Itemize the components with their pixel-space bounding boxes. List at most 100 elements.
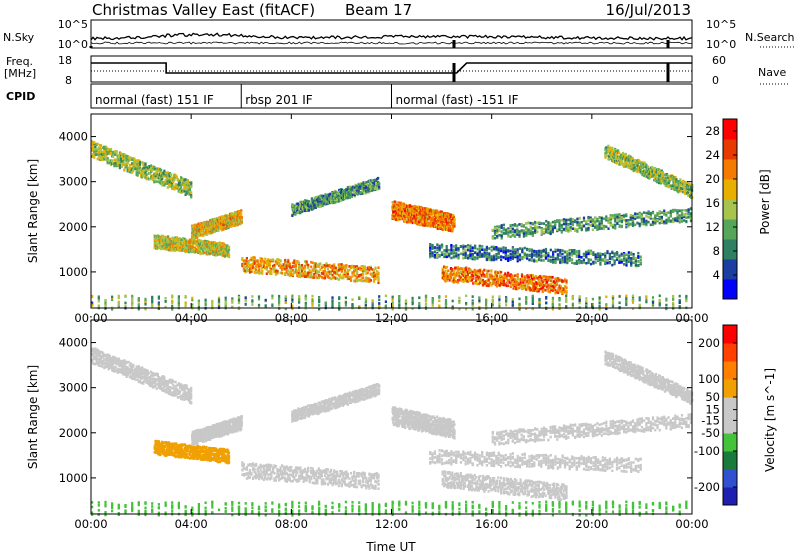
echo-cell — [448, 248, 451, 252]
echo-cell — [128, 156, 131, 159]
echo-cell — [177, 183, 180, 187]
echo-cell — [351, 272, 354, 275]
echo-cell — [516, 250, 519, 254]
echo-cell — [447, 269, 450, 272]
echo-cell — [256, 265, 259, 269]
echo-cell — [362, 269, 365, 273]
echo-cell — [168, 185, 172, 188]
echo-cell — [127, 166, 130, 169]
echo-cell — [209, 240, 212, 244]
echo-cell — [268, 272, 271, 275]
echo-cell — [359, 278, 362, 282]
echo-cell — [219, 244, 222, 247]
echo-cell — [163, 174, 166, 178]
echo-cell — [481, 254, 484, 257]
echo-cell — [276, 269, 279, 273]
echo-cell — [449, 276, 453, 280]
echo-cell — [178, 179, 182, 183]
echo-cell — [457, 247, 460, 250]
nave-label: Nave — [758, 66, 786, 79]
echo-cell — [578, 260, 581, 263]
echo-cell — [450, 256, 453, 260]
echo-cell — [561, 252, 564, 256]
echo-cell — [554, 248, 557, 252]
echo-cell — [476, 247, 479, 251]
echo-cell — [291, 265, 294, 268]
echo-cell — [330, 266, 333, 269]
echo-cell — [219, 251, 222, 254]
echo-cell — [117, 158, 120, 161]
echo-cell — [571, 261, 574, 264]
echo-cell — [478, 253, 481, 256]
echo-cell — [511, 247, 514, 250]
echo-cell — [119, 152, 123, 155]
echo-cell — [478, 247, 481, 251]
echo-cell — [171, 184, 174, 187]
echo-cell — [281, 272, 284, 275]
echo-cell — [356, 265, 359, 268]
echo-cell — [310, 274, 313, 278]
echo-cell — [259, 261, 262, 265]
echo-cell — [608, 261, 611, 265]
echo-cell — [281, 265, 284, 268]
echo-cell — [483, 253, 486, 256]
echo-cell — [488, 252, 491, 256]
echo-cell — [523, 253, 526, 256]
echo-cell — [248, 271, 252, 274]
echo-cell — [215, 253, 218, 257]
echo-cell — [637, 251, 640, 255]
echo-cell — [162, 183, 165, 187]
echo-cell — [365, 276, 368, 279]
echo-cell — [256, 263, 259, 267]
echo-cell — [317, 265, 320, 268]
echo-cell — [464, 253, 467, 256]
echo-cell — [112, 155, 115, 158]
echo-cell — [322, 272, 325, 275]
echo-cell — [264, 266, 267, 270]
echo-cell — [208, 226, 211, 229]
date-label: 16/Jul/2013 — [606, 1, 691, 19]
echo-cell — [325, 271, 328, 274]
echo-cell — [613, 260, 616, 263]
echo-cell — [507, 254, 510, 258]
echo-cell — [105, 153, 108, 157]
echo-cell — [145, 173, 148, 176]
echo-cell — [176, 177, 179, 181]
echo-cell — [627, 254, 630, 257]
echo-cell — [537, 258, 541, 262]
echo-cell — [594, 253, 597, 256]
echo-cell — [613, 254, 616, 258]
echo-cell — [372, 270, 376, 274]
echo-cell — [360, 279, 363, 282]
echo-cell — [176, 246, 179, 249]
echo-cell — [443, 252, 446, 256]
freq-tick-top: 18 — [58, 54, 72, 67]
echo-cell — [121, 154, 124, 158]
echo-cell — [248, 259, 252, 262]
echo-cell — [366, 267, 369, 271]
echo-cell — [148, 177, 152, 181]
echo-cell — [156, 242, 159, 246]
echo-cell — [176, 236, 179, 239]
echo-cell — [131, 171, 134, 174]
echo-cell — [330, 277, 333, 281]
echo-cell — [274, 260, 278, 264]
echo-cell — [323, 276, 327, 280]
echo-cell — [334, 271, 337, 274]
echo-cell — [166, 177, 169, 181]
echo-cell — [128, 166, 131, 170]
echo-cell — [188, 192, 192, 196]
echo-cell — [474, 251, 477, 255]
echo-cell — [93, 150, 96, 154]
echo-cell — [601, 259, 604, 262]
echo-cell — [97, 150, 100, 154]
echo-cell — [464, 248, 467, 252]
echo-cell — [516, 277, 519, 281]
echo-cell — [258, 266, 261, 269]
echo-cell — [117, 163, 120, 166]
echo-cell — [521, 250, 524, 253]
echo-cell — [177, 243, 180, 247]
echo-cell — [314, 262, 317, 265]
nsearch-label: N.Search — [745, 31, 795, 44]
